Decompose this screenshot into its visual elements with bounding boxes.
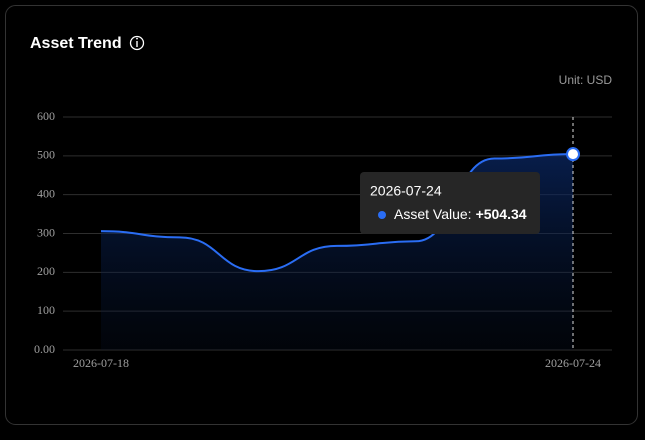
tooltip-box (360, 172, 540, 234)
info-circle (129, 35, 145, 51)
tooltip: 2026-07-24 Asset Value: +504.34 (360, 172, 540, 234)
info-icon[interactable] (129, 35, 145, 51)
tooltip-label: Asset Value: (394, 206, 472, 222)
tooltip-value: +504.34 (476, 206, 527, 222)
y-tick-label: 600 (37, 109, 55, 123)
tooltip-dot (378, 211, 386, 219)
tooltip-title: 2026-07-24 (370, 183, 442, 199)
line (100, 153, 574, 273)
y-tick-label: 500 (37, 148, 55, 162)
y-tick-label: 0.00 (34, 342, 55, 356)
y-tick-label: 300 (37, 225, 55, 239)
active-point (566, 147, 580, 162)
tooltip-line: Asset Value: +504.34 (394, 206, 527, 222)
y-tick-label: 100 (37, 303, 55, 317)
unit-label: Unit: USD (559, 73, 613, 87)
x-tick-label: 2026-07-18 (73, 356, 129, 370)
y-tick-label: 200 (37, 264, 55, 278)
chart-title: Asset Trend (30, 35, 122, 52)
x-tick-label: 2026-07-24 (545, 356, 601, 370)
plot: 0.00 100 200 300 400 500 600 2026-07-18 2026-07-… (34, 109, 612, 370)
info-dot (136, 37, 138, 40)
y-tick-label: 400 (37, 186, 55, 200)
